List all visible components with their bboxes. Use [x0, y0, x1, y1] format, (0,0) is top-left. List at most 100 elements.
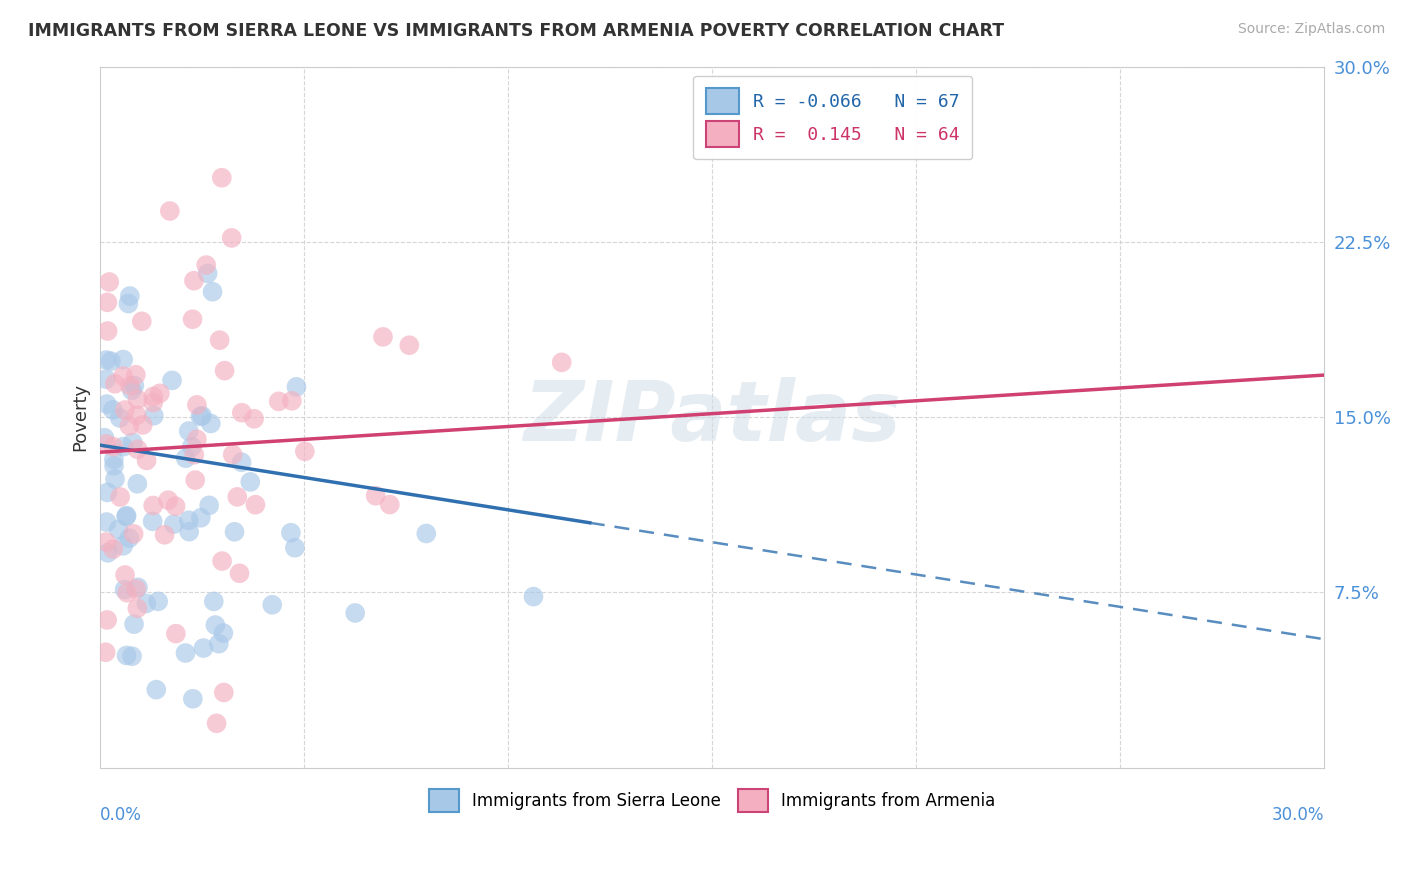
Point	[125, 409, 148, 423]
Point	[221, 231, 243, 245]
Point	[124, 378, 146, 392]
Point	[231, 406, 253, 420]
Point	[96, 353, 118, 368]
Point	[132, 417, 155, 432]
Point	[231, 455, 253, 469]
Point	[208, 637, 231, 651]
Point	[174, 451, 197, 466]
Point	[120, 379, 142, 393]
Point	[378, 498, 401, 512]
Point	[181, 312, 204, 326]
Point	[103, 458, 125, 473]
Point	[160, 373, 183, 387]
Point	[228, 566, 250, 581]
Point	[118, 418, 141, 433]
Point	[551, 355, 574, 369]
Point	[104, 376, 127, 391]
Point	[153, 528, 176, 542]
Point	[181, 691, 204, 706]
Point	[107, 522, 129, 536]
Point	[96, 515, 118, 529]
Point	[165, 626, 187, 640]
Point	[135, 453, 157, 467]
Point	[96, 485, 118, 500]
Point	[121, 649, 143, 664]
Point	[163, 517, 186, 532]
Point	[190, 510, 212, 524]
Point	[121, 384, 143, 398]
Point	[222, 448, 245, 462]
Legend: Immigrants from Sierra Leone, Immigrants from Armenia: Immigrants from Sierra Leone, Immigrants…	[422, 782, 1002, 819]
Point	[122, 617, 145, 632]
Point	[226, 490, 249, 504]
Point	[103, 440, 125, 454]
Point	[121, 435, 143, 450]
Point	[212, 626, 235, 640]
Point	[112, 539, 135, 553]
Point	[96, 535, 118, 549]
Text: 30.0%: 30.0%	[1271, 806, 1324, 824]
Point	[114, 582, 136, 597]
Point	[94, 645, 117, 659]
Point	[142, 395, 165, 409]
Point	[267, 394, 290, 409]
Point	[522, 590, 544, 604]
Point	[142, 499, 165, 513]
Point	[108, 411, 131, 425]
Text: ZIPatlas: ZIPatlas	[523, 376, 901, 458]
Point	[125, 368, 148, 382]
Point	[115, 508, 138, 523]
Point	[146, 594, 169, 608]
Point	[179, 524, 201, 539]
Point	[103, 452, 125, 467]
Point	[202, 594, 225, 608]
Point	[103, 542, 125, 557]
Point	[239, 475, 262, 489]
Point	[157, 493, 180, 508]
Y-axis label: Poverty: Poverty	[72, 383, 89, 451]
Point	[117, 296, 139, 310]
Point	[174, 646, 197, 660]
Point	[205, 716, 228, 731]
Point	[285, 380, 308, 394]
Point	[97, 324, 120, 338]
Point	[212, 685, 235, 699]
Point	[94, 372, 117, 386]
Point	[159, 204, 181, 219]
Point	[211, 170, 233, 185]
Point	[280, 525, 302, 540]
Point	[284, 541, 307, 555]
Point	[364, 489, 387, 503]
Point	[131, 314, 153, 328]
Point	[96, 437, 118, 451]
Point	[112, 440, 135, 454]
Point	[149, 386, 172, 401]
Point	[127, 442, 149, 457]
Point	[198, 499, 221, 513]
Point	[112, 369, 135, 384]
Point	[135, 596, 157, 610]
Text: 0.0%: 0.0%	[100, 806, 142, 824]
Point	[200, 417, 222, 431]
Point	[186, 432, 208, 446]
Text: Source: ZipAtlas.com: Source: ZipAtlas.com	[1237, 22, 1385, 37]
Point	[96, 295, 118, 310]
Point	[177, 513, 200, 527]
Point	[104, 472, 127, 486]
Point	[177, 424, 200, 438]
Point	[371, 330, 394, 344]
Point	[115, 586, 138, 600]
Point	[344, 606, 367, 620]
Point	[96, 613, 118, 627]
Point	[118, 531, 141, 545]
Point	[208, 333, 231, 347]
Point	[142, 409, 165, 423]
Point	[98, 275, 121, 289]
Point	[112, 352, 135, 367]
Text: IMMIGRANTS FROM SIERRA LEONE VS IMMIGRANTS FROM ARMENIA POVERTY CORRELATION CHAR: IMMIGRANTS FROM SIERRA LEONE VS IMMIGRAN…	[28, 22, 1004, 40]
Point	[142, 390, 165, 404]
Point	[294, 444, 316, 458]
Point	[165, 500, 187, 514]
Point	[118, 289, 141, 303]
Point	[101, 403, 124, 417]
